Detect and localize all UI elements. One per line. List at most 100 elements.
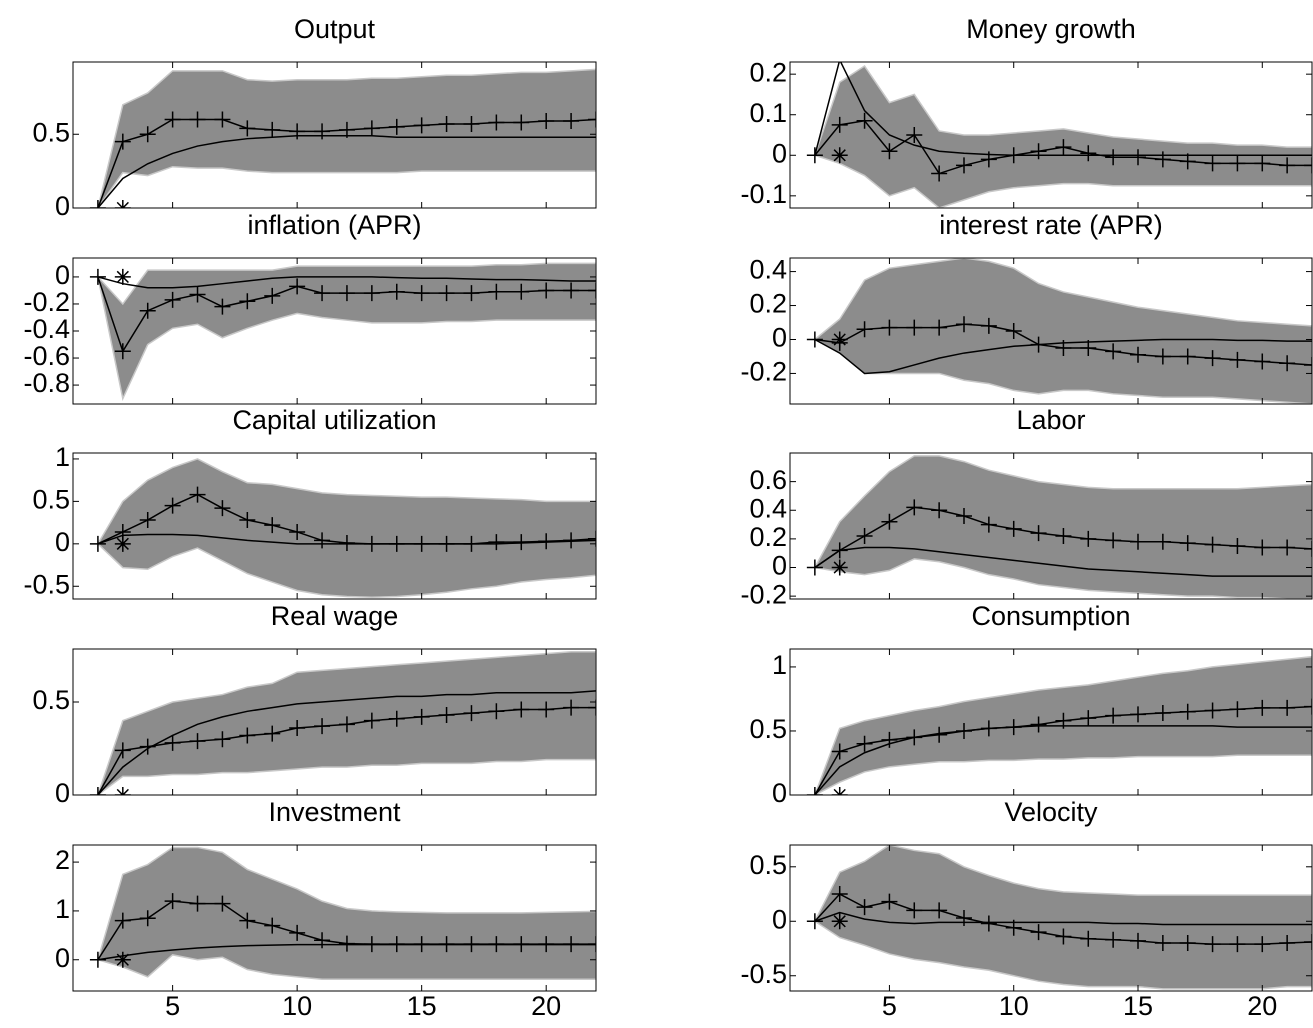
- plus-marker: [463, 115, 480, 132]
- x-tick-label: 5: [165, 991, 180, 1021]
- plus-marker: [438, 707, 455, 724]
- series-line: [814, 911, 1312, 926]
- plus-marker: [189, 733, 206, 750]
- plus-marker: [806, 147, 823, 164]
- panel: inflation (APR) -0.8-0.6-0.4-0.20: [23, 210, 597, 405]
- plus-marker: [264, 287, 281, 304]
- plus-marker: [1279, 699, 1296, 716]
- plus-marker: [806, 559, 823, 576]
- plus-marker: [806, 787, 823, 795]
- y-tick-label: 1: [55, 442, 70, 472]
- plus-marker: [956, 316, 972, 333]
- plus-marker: [1005, 323, 1022, 339]
- plus-marker: [488, 703, 505, 720]
- plus-marker: [538, 112, 555, 129]
- plus-marker: [214, 500, 231, 517]
- plus-marker: [1179, 935, 1196, 952]
- x-tick-label: 15: [407, 991, 437, 1021]
- plus-marker: [214, 298, 231, 315]
- plus-marker: [1279, 157, 1296, 174]
- plus-marker: [1105, 343, 1122, 360]
- plus-marker: [1254, 353, 1271, 370]
- plus-marker: [289, 924, 306, 941]
- plus-marker: [1154, 935, 1171, 952]
- plus-marker: [1130, 932, 1146, 949]
- plus-marker: [388, 283, 405, 300]
- plus-marker: [1105, 149, 1122, 166]
- y-tick-label: 0: [772, 323, 787, 353]
- asterisk-marker: [831, 147, 848, 164]
- plus-marker: [1105, 707, 1122, 724]
- plus-marker: [563, 112, 580, 129]
- plus-marker: [189, 111, 206, 128]
- plus-marker: [438, 285, 455, 302]
- axes-box: [789, 61, 1313, 209]
- plus-marker: [806, 331, 823, 348]
- plus-marker: [89, 787, 106, 795]
- plus-marker: [881, 513, 898, 530]
- plus-marker: [239, 912, 256, 929]
- plus-marker: [1279, 539, 1296, 556]
- y-tick-label: 1: [772, 650, 787, 680]
- x-tick-label: 5: [882, 991, 897, 1021]
- plus-marker: [980, 915, 997, 932]
- plus-marker: [114, 742, 131, 759]
- plus-marker: [239, 120, 256, 137]
- plus-marker: [1279, 355, 1296, 372]
- plus-marker: [538, 701, 555, 718]
- plot-area: [806, 655, 1312, 795]
- x-tick-label: 10: [999, 991, 1029, 1021]
- plus-marker: [906, 499, 923, 516]
- plus-marker: [239, 512, 256, 529]
- axes-box: [789, 844, 1313, 992]
- plus-marker: [831, 116, 848, 133]
- plus-marker: [856, 112, 873, 129]
- plus-marker: [1304, 933, 1312, 950]
- plus-marker: [1130, 149, 1146, 166]
- plus-marker: [1130, 533, 1146, 550]
- plus-marker: [214, 111, 231, 128]
- plus-marker: [1055, 528, 1072, 545]
- asterisk-marker: [831, 559, 848, 576]
- y-tick-label: -0.2: [740, 357, 787, 387]
- y-tick-label: 2: [55, 845, 70, 875]
- plus-marker: [1154, 151, 1171, 168]
- asterisk-marker: [114, 268, 131, 285]
- axes-box: [72, 648, 597, 796]
- y-tick-label: 0.2: [749, 289, 787, 319]
- plus-marker: [931, 902, 948, 919]
- y-tick-label: 0.4: [749, 493, 787, 523]
- plus-marker: [1204, 536, 1221, 553]
- plus-marker: [189, 486, 206, 503]
- plus-marker: [388, 710, 405, 727]
- plus-marker: [831, 743, 848, 760]
- axes-box: [72, 844, 597, 992]
- plus-marker: [588, 530, 596, 547]
- y-tick-label: -0.5: [740, 959, 787, 989]
- plus-marker: [1130, 706, 1146, 723]
- plus-marker: [488, 534, 505, 551]
- plus-marker: [314, 123, 331, 140]
- y-tick-label: 0.5: [32, 485, 70, 515]
- series-line: [814, 546, 1312, 577]
- y-tick-label: 0: [772, 904, 787, 934]
- plus-marker: [588, 699, 596, 716]
- plus-marker: [164, 111, 181, 128]
- confidence-band: [813, 65, 1312, 208]
- y-tick-label: 0: [772, 778, 787, 808]
- plus-marker: [956, 910, 972, 926]
- y-tick-label: -0.4: [23, 314, 70, 344]
- plus-marker: [1179, 703, 1196, 720]
- confidence-band: [96, 458, 596, 599]
- plus-marker: [264, 725, 281, 742]
- y-tick-label: -0.8: [23, 368, 70, 398]
- panel-title: Labor: [1016, 405, 1085, 435]
- plus-marker: [1279, 935, 1296, 952]
- plus-marker: [906, 127, 923, 143]
- series-line: [814, 338, 1312, 375]
- plus-marker: [338, 534, 355, 551]
- plus-marker: [239, 727, 256, 744]
- plus-marker: [139, 910, 156, 927]
- plus-marker: [89, 200, 106, 208]
- plus-marker: [264, 121, 281, 138]
